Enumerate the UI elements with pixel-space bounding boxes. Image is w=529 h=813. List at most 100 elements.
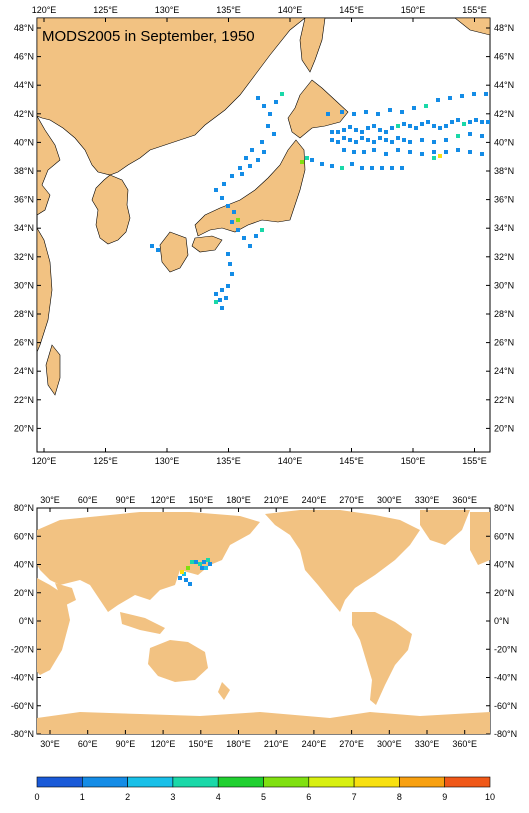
observation-cell	[380, 166, 384, 170]
observation-cell	[450, 120, 454, 124]
observation-cell	[468, 120, 472, 124]
lat-label: 24°N	[494, 366, 514, 376]
observation-cell	[366, 138, 370, 142]
lon-label: 140°E	[278, 5, 303, 15]
observation-cell	[484, 92, 488, 96]
observation-cell	[348, 138, 352, 142]
colorbar-swatch	[444, 776, 491, 788]
arabia	[55, 583, 76, 606]
observation-cell	[236, 228, 240, 232]
observation-cell	[244, 156, 248, 160]
lat-label: 0°N	[494, 616, 509, 626]
colorbar-label: 8	[397, 792, 402, 802]
hokkaido	[287, 79, 349, 139]
observation-cell	[230, 174, 234, 178]
lon-label: 130°E	[155, 456, 180, 466]
lat-label: 36°N	[494, 195, 514, 205]
observation-cell	[226, 284, 230, 288]
lon-label: 60°E	[78, 739, 98, 749]
korea	[91, 174, 131, 245]
colorbar-swatch	[399, 776, 445, 788]
colorbar-swatch	[263, 776, 310, 788]
lat-label: 20°N	[14, 588, 34, 598]
global-lon-labels-bottom: 30°E 60°E 90°E 120°E 150°E 180°E 210°E 240°E 270…	[40, 739, 477, 749]
sakhalin	[299, 18, 326, 73]
lat-label: 26°N	[14, 338, 34, 348]
lon-label: 130°E	[155, 5, 180, 15]
colorbar-label: 7	[352, 792, 357, 802]
lon-label: 30°E	[40, 739, 60, 749]
lon-label: 135°E	[216, 456, 241, 466]
lon-label: 135°E	[216, 5, 241, 15]
observation-cell	[220, 196, 224, 200]
colorbar: 0 1 2 3 4 5 6 7 8 9 10	[34, 776, 495, 802]
observation-cell	[242, 236, 246, 240]
lat-label: 48°N	[14, 23, 34, 33]
global-lat-labels-right: 80°N 60°N 40°N 20°N 0°N -20°N -40°N -60°N -80°N	[494, 503, 517, 739]
china-coast	[37, 115, 61, 216]
observation-cell	[218, 298, 222, 302]
observation-cell	[432, 150, 436, 154]
eurasia	[37, 512, 260, 612]
lat-label: -80°N	[494, 729, 517, 739]
lat-label: -80°N	[11, 729, 34, 739]
honshu	[194, 139, 306, 237]
lat-label: -40°N	[11, 673, 34, 683]
observation-cell	[236, 218, 240, 222]
lat-label: 36°N	[14, 195, 34, 205]
observation-cell	[472, 92, 476, 96]
observation-cell	[388, 108, 392, 112]
observation-cell	[214, 300, 218, 304]
observation-cell	[420, 152, 424, 156]
observation-cell	[350, 162, 354, 166]
observation-cell	[268, 112, 272, 116]
colorbar-label: 5	[261, 792, 266, 802]
observation-cell	[414, 126, 418, 130]
observation-cell	[156, 248, 160, 252]
observation-cell	[256, 158, 260, 162]
observation-cell	[432, 140, 436, 144]
lon-label: 155°E	[462, 456, 487, 466]
observation-cell	[150, 244, 154, 248]
observation-cell	[408, 124, 412, 128]
observation-cell	[438, 126, 442, 130]
observation-cell	[456, 148, 460, 152]
observation-cell	[444, 150, 448, 154]
map-title: MODS2005 in September, 1950	[42, 28, 255, 45]
observation-cell	[362, 150, 366, 154]
lat-label: 38°N	[494, 166, 514, 176]
global-lat-labels-left: 80°N 60°N 40°N 20°N 0°N -20°N -40°N -60°N -80°N	[11, 503, 34, 739]
colorbar-swatch	[353, 776, 400, 788]
observation-cell	[408, 140, 412, 144]
observation-cell	[390, 166, 394, 170]
lat-label: 38°N	[14, 166, 34, 176]
observation-cell	[280, 92, 284, 96]
observation-cell	[456, 118, 460, 122]
lat-label: 32°N	[14, 252, 34, 262]
colorbar-swatch	[127, 776, 174, 788]
observation-cell	[444, 124, 448, 128]
new-zealand	[218, 682, 230, 700]
observation-cell	[188, 582, 192, 586]
observation-cell	[462, 122, 466, 126]
observation-cell	[300, 160, 304, 164]
lon-label: 145°E	[339, 5, 364, 15]
observation-cell	[342, 136, 346, 140]
lat-label: 40°N	[14, 560, 34, 570]
observation-cell	[460, 94, 464, 98]
observation-cell	[376, 112, 380, 116]
colorbar-label: 1	[80, 792, 85, 802]
observation-cell	[342, 128, 346, 132]
lon-label: 360°E	[452, 739, 477, 749]
observation-cell	[354, 140, 358, 144]
lat-label: 20°N	[14, 423, 34, 433]
lon-label: 150°E	[401, 456, 426, 466]
south-america	[352, 612, 412, 705]
lat-label: 42°N	[494, 109, 514, 119]
taiwan	[45, 344, 61, 396]
observation-cell	[372, 148, 376, 152]
lon-label: 360°E	[452, 495, 477, 505]
lon-label: 180°E	[226, 739, 251, 749]
lon-label: 145°E	[339, 456, 364, 466]
colorbar-label: 0	[34, 792, 39, 802]
